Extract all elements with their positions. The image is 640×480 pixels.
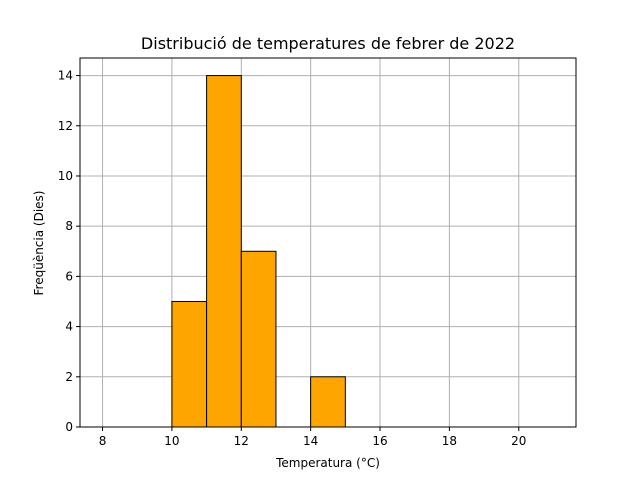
- plot-frame: [79, 57, 577, 428]
- y-axis-label: Freqüència (Dies): [32, 191, 46, 296]
- y-tick-label: 8: [65, 219, 73, 233]
- y-tick-label: 0: [65, 420, 73, 434]
- x-tick-label: 8: [99, 434, 107, 448]
- y-tick-label: 12: [58, 119, 73, 133]
- y-tick-label: 2: [65, 370, 73, 384]
- x-tick-label: 10: [164, 434, 179, 448]
- x-tick-label: 18: [442, 434, 457, 448]
- histogram-bar: [240, 250, 277, 428]
- x-axis-label: Temperatura (°C): [275, 456, 380, 470]
- y-tick-label: 6: [65, 269, 73, 283]
- x-tick-label: 14: [303, 434, 318, 448]
- y-tick-label: 10: [58, 169, 73, 183]
- histogram-bar: [310, 376, 346, 428]
- y-tick-label: 4: [65, 320, 73, 334]
- x-tick-label: 12: [234, 434, 249, 448]
- histogram-bar: [171, 300, 208, 428]
- bars: [171, 75, 346, 428]
- axes: 8 10 12 14 16 18 20 0 2 4 6 8 10 12 14: [58, 57, 577, 448]
- chart-title: Distribució de temperatures de febrer de…: [141, 34, 515, 53]
- x-tick-label: 20: [511, 434, 526, 448]
- y-tick-label: 14: [58, 69, 73, 83]
- grid: [80, 58, 576, 428]
- x-tick-label: 16: [372, 434, 387, 448]
- histogram-bar: [206, 75, 242, 428]
